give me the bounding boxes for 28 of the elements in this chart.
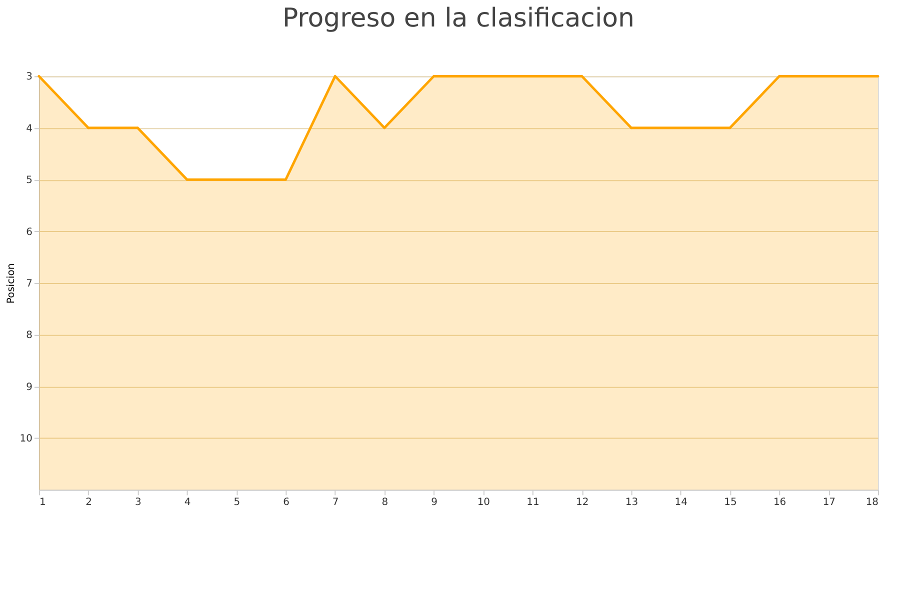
x-tick-label: 17	[822, 497, 836, 508]
x-tick-label: 11	[526, 497, 540, 508]
y-tick-label: 3	[26, 72, 32, 83]
x-tick-label: 6	[283, 497, 290, 508]
x-tick-label: 1	[39, 497, 46, 508]
x-tick-label: 15	[724, 497, 737, 508]
x-tick-label: 10	[477, 497, 490, 508]
x-tick-label: 14	[674, 497, 688, 508]
x-tick-label: 13	[625, 497, 638, 508]
x-tick-label: 18	[866, 497, 879, 508]
chart-title: Progreso en la clasificacion	[282, 3, 635, 34]
x-tick-label: 7	[332, 497, 339, 508]
y-tick-label: 8	[26, 330, 32, 342]
x-tick-label: 12	[576, 497, 589, 508]
y-tick-label: 5	[26, 175, 32, 186]
x-tick-label: 8	[382, 497, 388, 508]
x-tick-label: 16	[773, 497, 786, 508]
x-tick-label: 9	[431, 497, 438, 508]
y-tick-label: 10	[20, 434, 32, 445]
y-tick-label: 7	[26, 278, 32, 290]
y-axis-title: Posicion	[6, 263, 17, 304]
x-tick-label: 2	[86, 497, 92, 508]
x-tick-label: 3	[135, 497, 142, 508]
y-tick-label: 4	[26, 123, 32, 134]
y-tick-label: 9	[26, 382, 32, 393]
x-tick-label: 4	[184, 497, 191, 508]
y-tick-label: 6	[26, 226, 32, 238]
x-tick-label: 5	[234, 497, 240, 508]
